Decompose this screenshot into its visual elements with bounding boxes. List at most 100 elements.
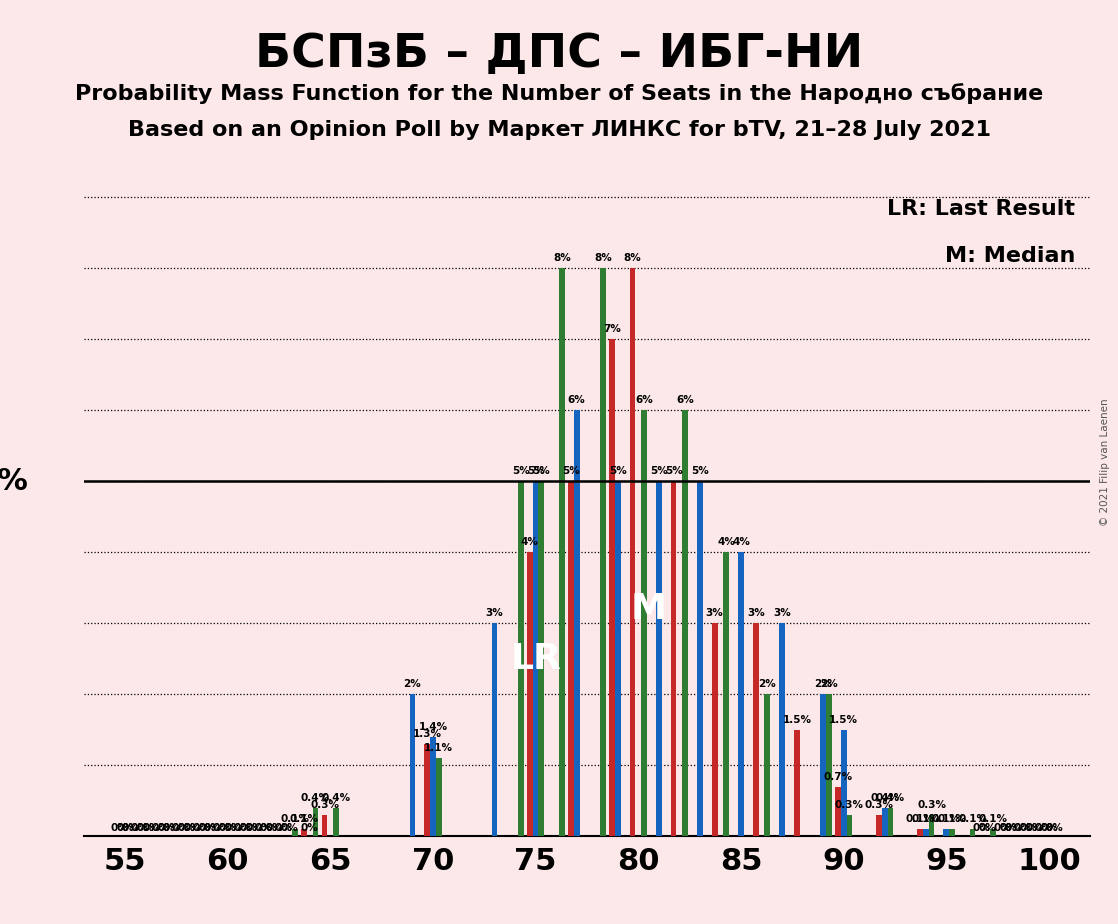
Text: 0%: 0% [266,822,283,833]
Text: 0.1%: 0.1% [290,814,319,824]
Text: 8%: 8% [624,253,642,263]
Text: 0%: 0% [1040,822,1058,833]
Text: 5%: 5% [562,467,580,476]
Text: 0.1%: 0.1% [281,814,310,824]
Bar [425,744,430,836]
Text: 0%: 0% [1025,822,1043,833]
Text: 7%: 7% [603,324,620,334]
Text: 2%: 2% [819,679,837,689]
Bar [821,694,826,836]
Text: 3%: 3% [774,608,790,618]
Text: 1.4%: 1.4% [418,722,447,732]
Bar [888,808,893,836]
Bar [765,694,770,836]
Bar [430,736,436,836]
Text: 4%: 4% [521,537,539,547]
Bar [527,553,533,836]
Text: 0%: 0% [281,822,299,833]
Bar [846,815,852,836]
Bar [697,481,703,836]
Text: 0%: 0% [212,822,230,833]
Bar [712,623,718,836]
Text: 0%: 0% [1014,822,1032,833]
Text: 5%: 5% [0,467,29,495]
Text: 0.3%: 0.3% [835,800,864,810]
Text: 0%: 0% [1005,822,1023,833]
Bar [615,481,620,836]
Bar [333,808,339,836]
Bar [518,481,523,836]
Bar [779,623,785,836]
Bar [826,694,832,836]
Bar [738,553,743,836]
Bar [539,481,544,836]
Bar [929,815,935,836]
Text: Probability Mass Function for the Number of Seats in the Народно събрание: Probability Mass Function for the Number… [75,83,1043,104]
Text: 0.1%: 0.1% [978,814,1007,824]
Text: 2%: 2% [814,679,832,689]
Bar [656,481,662,836]
Bar [969,829,976,836]
Text: 0%: 0% [111,822,129,833]
Text: 4%: 4% [732,537,750,547]
Text: 0%: 0% [203,822,221,833]
Text: 0%: 0% [136,822,154,833]
Text: 0%: 0% [239,822,257,833]
Text: 5%: 5% [665,467,682,476]
Bar [301,829,306,836]
Text: LR: LR [510,641,561,675]
Text: 1.5%: 1.5% [783,715,812,724]
Text: 0.7%: 0.7% [823,772,852,782]
Bar [841,730,846,836]
Text: 5%: 5% [532,467,550,476]
Text: 1.5%: 1.5% [830,715,859,724]
Text: 0.4%: 0.4% [301,793,330,803]
Text: БСПзБ – ДПС – ИБГ-НИ: БСПзБ – ДПС – ИБГ-НИ [255,32,863,78]
Text: 0%: 0% [178,822,196,833]
Text: 1.3%: 1.3% [413,729,442,739]
Bar [723,553,729,836]
Text: 0.4%: 0.4% [870,793,899,803]
Text: 3%: 3% [485,608,503,618]
Text: 3%: 3% [747,608,765,618]
Bar [922,829,929,836]
Text: 0%: 0% [999,822,1016,833]
Text: 0%: 0% [172,822,190,833]
Text: 0%: 0% [183,822,201,833]
Bar [641,410,647,836]
Bar [794,730,799,836]
Text: 0%: 0% [198,822,216,833]
Text: 0.1%: 0.1% [906,814,935,824]
Text: 0%: 0% [163,822,181,833]
Bar [568,481,574,836]
Bar [835,786,841,836]
Text: 8%: 8% [594,253,612,263]
Text: 0%: 0% [973,822,991,833]
Text: 2%: 2% [758,679,776,689]
Bar [436,758,442,836]
Bar [877,815,882,836]
Text: M: M [631,592,666,626]
Text: 0.3%: 0.3% [310,800,339,810]
Text: 8%: 8% [553,253,571,263]
Text: 6%: 6% [568,395,586,406]
Text: LR: Last Result: LR: Last Result [887,199,1074,219]
Text: © 2021 Filip van Laenen: © 2021 Filip van Laenen [1100,398,1110,526]
Bar [917,829,922,836]
Bar [609,339,615,836]
Bar [492,623,498,836]
Text: 5%: 5% [512,467,530,476]
Text: 0%: 0% [122,822,140,833]
Bar [322,815,328,836]
Bar [991,829,996,836]
Bar [574,410,579,836]
Text: 0%: 0% [234,822,252,833]
Bar [559,268,565,836]
Bar [313,808,319,836]
Bar [682,410,688,836]
Bar [944,829,949,836]
Text: 0%: 0% [158,822,174,833]
Text: 0%: 0% [245,822,263,833]
Bar [600,268,606,836]
Text: 0%: 0% [131,822,149,833]
